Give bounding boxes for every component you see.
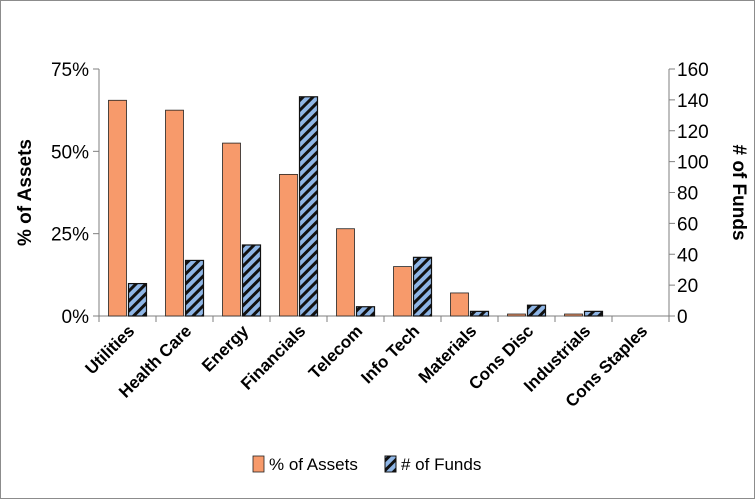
bar-assets-health-care <box>165 109 184 317</box>
right-tick-label: 140 <box>677 91 709 112</box>
right-tick-label: 60 <box>677 214 698 235</box>
bar-funds-materials <box>469 310 490 317</box>
bar-assets-financials <box>279 173 298 317</box>
left-tick-label: 50% <box>51 142 89 163</box>
legend-swatch-assets <box>252 455 265 473</box>
bar-assets-telecom <box>336 228 355 317</box>
right-tick-label: 40 <box>677 245 698 266</box>
bar-funds-health-care <box>184 259 205 317</box>
category-label: Utilities <box>81 321 138 378</box>
right-tick-label: 100 <box>677 153 709 174</box>
left-tick-label: 25% <box>51 225 89 246</box>
right-tick-label: 20 <box>677 276 698 297</box>
bar-funds-energy <box>241 244 262 317</box>
right-tick-label: 80 <box>677 184 698 205</box>
right-tick-label: 160 <box>677 60 709 81</box>
bar-assets-info-tech <box>393 266 412 317</box>
right-axis-title: # of Funds <box>728 144 749 240</box>
bar-assets-industrials <box>564 313 583 317</box>
bar-assets-materials <box>450 292 469 317</box>
legend: % of Assets # of Funds <box>252 455 481 474</box>
bar-funds-utilities <box>127 282 148 317</box>
tick-labels: 0% 25% 50% 75% 0 20 40 60 80 100 120 140 160 Utilitie… <box>51 60 709 411</box>
bars <box>108 96 604 317</box>
legend-label-funds: # of Funds <box>401 455 481 474</box>
legend-label-assets: % of Assets <box>269 455 358 474</box>
category-label: Energy <box>198 321 253 376</box>
left-tick-label: 75% <box>51 60 89 81</box>
bar-funds-cons-disc <box>526 304 547 317</box>
category-label: Info Tech <box>357 321 423 387</box>
bar-funds-financials <box>298 96 319 317</box>
legend-swatch-funds <box>384 455 397 473</box>
bar-funds-info-tech <box>412 256 433 317</box>
bar-assets-cons-disc <box>507 313 526 317</box>
right-tick-label: 0 <box>677 307 688 328</box>
bar-assets-utilities <box>108 99 127 317</box>
bar-assets-energy <box>222 142 241 317</box>
left-tick-label: 0% <box>62 307 90 328</box>
right-tick-label: 120 <box>677 122 709 143</box>
bar-funds-telecom <box>355 306 376 317</box>
bar-funds-industrials <box>583 310 604 317</box>
left-axis-title: % of Assets <box>15 139 36 246</box>
